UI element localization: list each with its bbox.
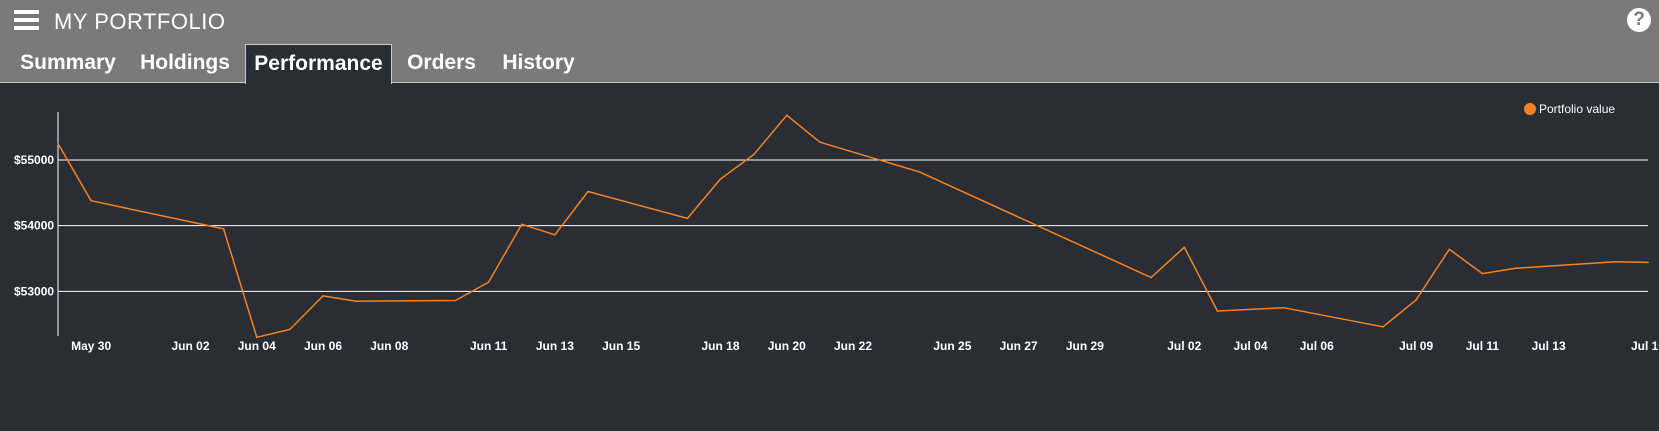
legend-swatch: [1524, 103, 1536, 115]
data-point: [1382, 325, 1384, 328]
data-point: [686, 217, 689, 220]
data-point: [57, 142, 59, 145]
help-icon[interactable]: ?: [1627, 8, 1651, 32]
tab-history[interactable]: History: [502, 51, 575, 74]
data-point: [918, 170, 921, 173]
data-point: [1282, 306, 1285, 309]
x-tick-label: Jun 20: [768, 339, 806, 353]
data-point: [1183, 246, 1186, 249]
data-point: [1514, 267, 1517, 270]
performance-chart: $53000 $54000 $55000 May 30 Jun 02 Jun 04 Jun …: [14, 102, 1659, 353]
data-point: [554, 234, 556, 236]
x-tick-label: Jul 11: [1466, 339, 1500, 353]
data-point: [255, 336, 258, 339]
data-point: [355, 300, 357, 302]
y-tick-label: $55000: [14, 153, 54, 167]
data-point: [719, 178, 722, 180]
series-line-portfolio-value: [57, 114, 1649, 339]
tab-holdings[interactable]: Holdings: [140, 51, 230, 74]
data-point: [289, 328, 291, 331]
header-bar: MY PORTFOLIO ? Summary Holdings Performa…: [0, 0, 1659, 84]
x-tick-label: Jun 11: [470, 339, 508, 353]
tab-summary[interactable]: Summary: [20, 51, 116, 74]
data-point: [1481, 272, 1484, 275]
data-point: [487, 281, 490, 283]
x-tick-label: Jul 04: [1233, 339, 1267, 353]
data-point: [322, 295, 324, 297]
app-title: MY PORTFOLIO: [54, 9, 226, 34]
x-tick-label: Jun 22: [834, 339, 872, 353]
data-point: [587, 190, 589, 193]
legend-label: Portfolio value: [1539, 102, 1615, 116]
x-tick-label: Jun 15: [602, 339, 640, 353]
data-point: [1150, 276, 1152, 279]
data-point: [222, 228, 225, 230]
data-point: [454, 299, 457, 302]
x-tick-label: May 30: [71, 339, 111, 353]
x-tick-label: Jun 27: [1000, 339, 1038, 353]
tab-performance[interactable]: Performance: [245, 44, 392, 84]
x-tick-label: Jul 09: [1399, 339, 1433, 353]
data-point: [520, 223, 523, 226]
x-tick-label: Jul 02: [1167, 339, 1201, 353]
tab-orders[interactable]: Orders: [407, 51, 476, 74]
x-tick-label: Jun 06: [304, 339, 342, 353]
hamburger-menu-icon[interactable]: [14, 10, 39, 31]
data-point: [1647, 261, 1649, 264]
data-point: [1614, 260, 1616, 263]
x-tick-label: Jun 25: [933, 339, 971, 353]
x-tick-label: Jun 04: [238, 339, 276, 353]
data-point: [90, 199, 92, 202]
x-tick-label: Jun 29: [1066, 339, 1104, 353]
x-tick-label: Jul 13: [1532, 339, 1566, 353]
y-tick-label: $54000: [14, 219, 54, 233]
data-point: [819, 141, 821, 144]
x-tick-label: Jun 08: [370, 339, 408, 353]
x-tick-label: Jun 02: [171, 339, 209, 353]
x-tick-label: Jun 13: [536, 339, 574, 353]
x-tick-label: Jul 16: [1631, 339, 1659, 353]
data-point: [1415, 299, 1417, 301]
data-point: [785, 114, 788, 117]
data-point: [1216, 310, 1219, 312]
x-tick-label: Jul 06: [1300, 339, 1334, 353]
data-point: [752, 153, 755, 156]
y-tick-label: $53000: [14, 284, 54, 298]
data-point: [1448, 248, 1451, 251]
x-tick-label: Jun 18: [701, 339, 739, 353]
